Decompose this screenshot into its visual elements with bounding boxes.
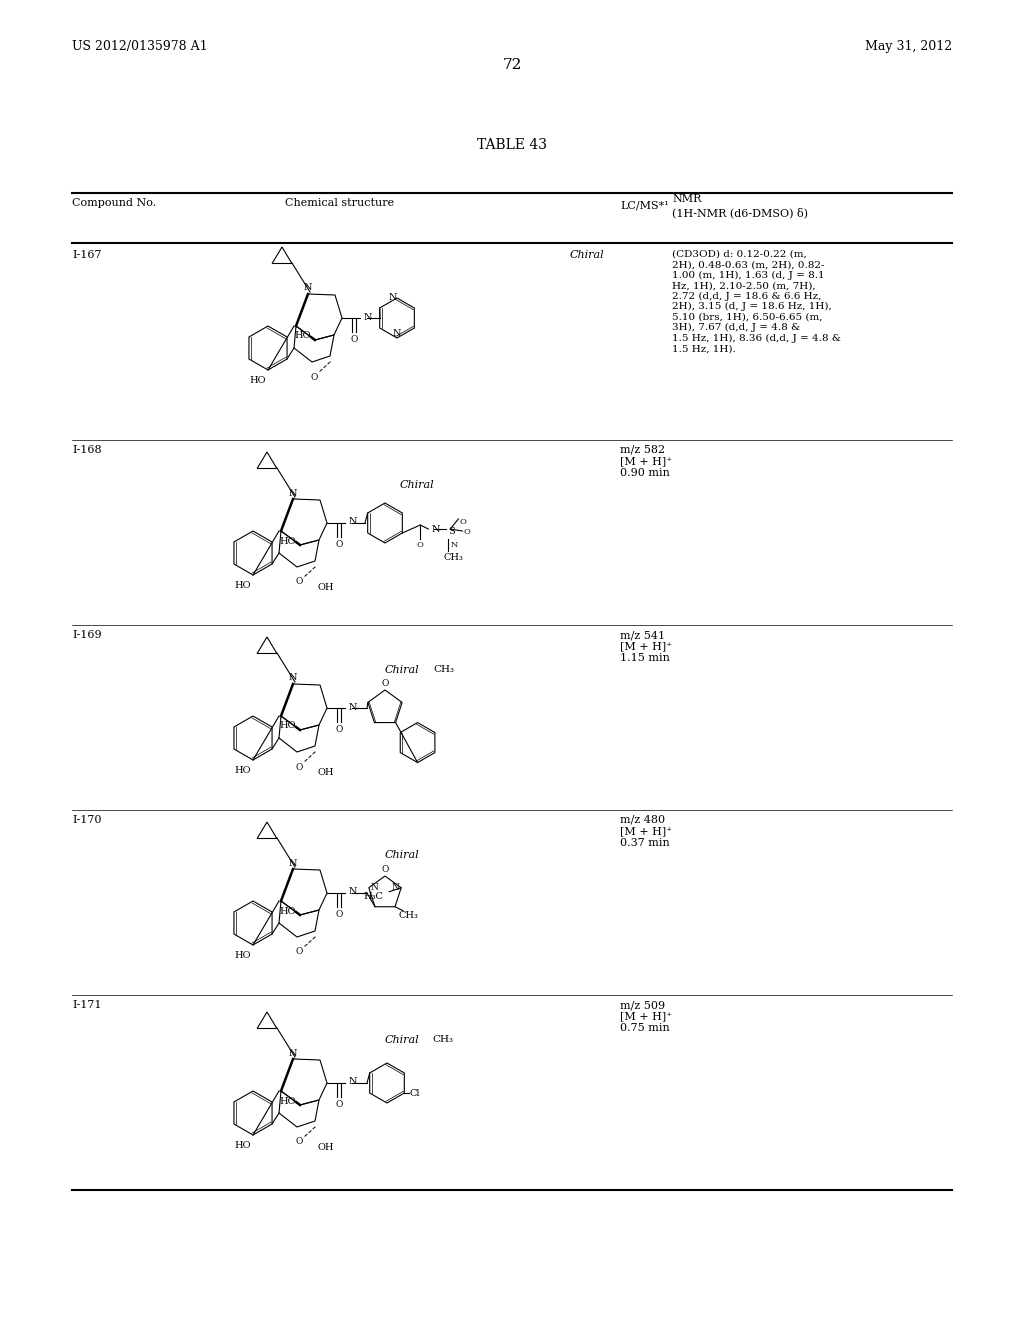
Text: I-169: I-169 [72, 630, 101, 640]
Text: OH: OH [317, 768, 334, 777]
Text: CH₃: CH₃ [433, 665, 454, 675]
Text: N: N [289, 488, 297, 498]
Text: O: O [335, 725, 343, 734]
Text: O: O [295, 763, 303, 771]
Text: N: N [364, 313, 373, 322]
Text: Chiral: Chiral [385, 665, 420, 675]
Text: N: N [349, 887, 357, 896]
Text: CH₃: CH₃ [443, 553, 463, 562]
Text: HO: HO [234, 950, 251, 960]
Text: N: N [349, 702, 357, 711]
Text: O: O [381, 865, 389, 874]
Text: O: O [460, 517, 466, 525]
Text: I-171: I-171 [72, 1001, 101, 1010]
Text: LC/MS*¹: LC/MS*¹ [620, 201, 669, 210]
Text: N: N [289, 1048, 297, 1057]
Text: HO: HO [280, 536, 296, 545]
Text: S: S [449, 527, 455, 536]
Text: HO: HO [234, 581, 251, 590]
Text: OH: OH [317, 1143, 334, 1152]
Text: O: O [335, 1100, 343, 1109]
Text: I-170: I-170 [72, 814, 101, 825]
Text: CH₃: CH₃ [399, 911, 419, 920]
Text: H₃C: H₃C [364, 892, 383, 900]
Text: N: N [388, 293, 397, 302]
Text: O: O [335, 540, 343, 549]
Text: (1H-NMR (d6-DMSO) δ): (1H-NMR (d6-DMSO) δ) [672, 207, 808, 218]
Text: N: N [391, 883, 399, 892]
Text: O: O [463, 528, 470, 536]
Text: I-167: I-167 [72, 249, 101, 260]
Text: N: N [431, 524, 440, 533]
Text: O: O [335, 909, 343, 919]
Text: CH₃: CH₃ [432, 1035, 453, 1044]
Text: TABLE 43: TABLE 43 [477, 139, 547, 152]
Text: NMR: NMR [672, 194, 701, 205]
Text: N: N [304, 284, 312, 293]
Text: HO: HO [295, 331, 311, 341]
Text: N: N [289, 673, 297, 682]
Text: O: O [310, 372, 317, 381]
Text: May 31, 2012: May 31, 2012 [865, 40, 952, 53]
Text: N: N [289, 858, 297, 867]
Text: HO: HO [280, 722, 296, 730]
Text: (CD3OD) d: 0.12-0.22 (m,
2H), 0.48-0.63 (m, 2H), 0.82-
1.00 (m, 1H), 1.63 (d, J : (CD3OD) d: 0.12-0.22 (m, 2H), 0.48-0.63 … [672, 249, 841, 354]
Text: m/z 541
[M + H]⁺
1.15 min: m/z 541 [M + H]⁺ 1.15 min [620, 630, 672, 663]
Text: I-168: I-168 [72, 445, 101, 455]
Text: Chiral: Chiral [385, 1035, 420, 1045]
Text: N: N [349, 1077, 357, 1086]
Text: Chiral: Chiral [570, 249, 604, 260]
Text: HO: HO [280, 1097, 296, 1106]
Text: Chiral: Chiral [400, 480, 434, 490]
Text: O: O [417, 541, 424, 549]
Text: Compound No.: Compound No. [72, 198, 156, 209]
Text: HO: HO [250, 376, 266, 385]
Text: OH: OH [317, 583, 334, 591]
Text: N: N [349, 517, 357, 527]
Text: m/z 480
[M + H]⁺
0.37 min: m/z 480 [M + H]⁺ 0.37 min [620, 814, 672, 849]
Text: HO: HO [234, 766, 251, 775]
Text: Cl: Cl [410, 1089, 420, 1097]
Text: m/z 582
[M + H]⁺
0.90 min: m/z 582 [M + H]⁺ 0.90 min [620, 445, 672, 478]
Text: HO: HO [280, 907, 296, 916]
Text: 72: 72 [503, 58, 521, 73]
Text: O: O [295, 1138, 303, 1147]
Text: O: O [350, 335, 357, 345]
Text: N: N [393, 329, 401, 338]
Text: Chemical structure: Chemical structure [286, 198, 394, 209]
Text: O: O [295, 578, 303, 586]
Text: N: N [451, 541, 458, 549]
Text: O: O [381, 678, 389, 688]
Text: N: N [371, 883, 379, 892]
Text: O: O [295, 948, 303, 957]
Text: Chiral: Chiral [385, 850, 420, 861]
Text: US 2012/0135978 A1: US 2012/0135978 A1 [72, 40, 208, 53]
Text: HO: HO [234, 1140, 251, 1150]
Text: m/z 509
[M + H]⁺
0.75 min: m/z 509 [M + H]⁺ 0.75 min [620, 1001, 672, 1034]
